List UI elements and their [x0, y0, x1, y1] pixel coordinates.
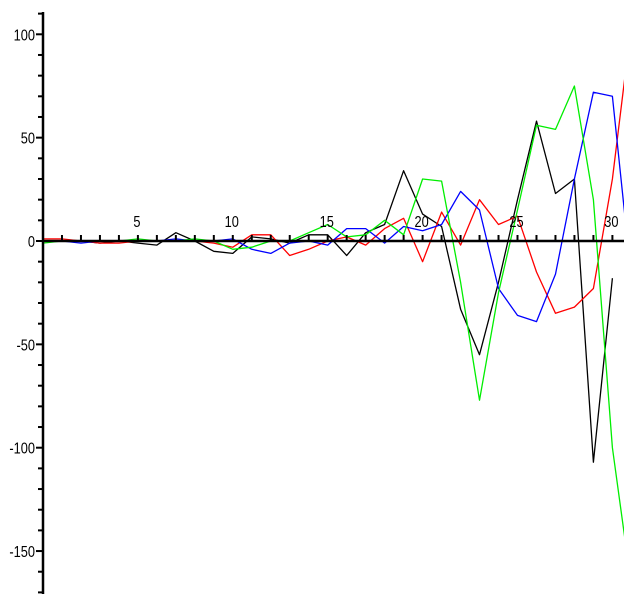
- series-line-4: [42, 85, 624, 538]
- x-tick-label: 20: [414, 214, 428, 232]
- series-line-2: [43, 79, 624, 314]
- y-tick-label: 50: [21, 130, 35, 148]
- y-tick-label: -150: [9, 544, 35, 562]
- x-tick-label: 25: [509, 214, 523, 232]
- y-tick-label: 100: [14, 27, 35, 45]
- y-tick-label: -50: [17, 337, 35, 355]
- x-tick-label: 30: [604, 214, 618, 232]
- x-tick-label: 10: [225, 214, 239, 232]
- series-line-1: [43, 120, 614, 463]
- x-tick-label: 15: [320, 214, 334, 232]
- y-tick-label: -100: [9, 440, 35, 458]
- y-tick-label: 0: [28, 234, 35, 252]
- x-tick-label: 5: [133, 214, 140, 232]
- series-layer: [42, 79, 624, 538]
- axes-layer: [36, 12, 624, 594]
- labels-layer: 100 50 0 -50 -100 -150 5 10 15 20 25 30: [9, 27, 618, 561]
